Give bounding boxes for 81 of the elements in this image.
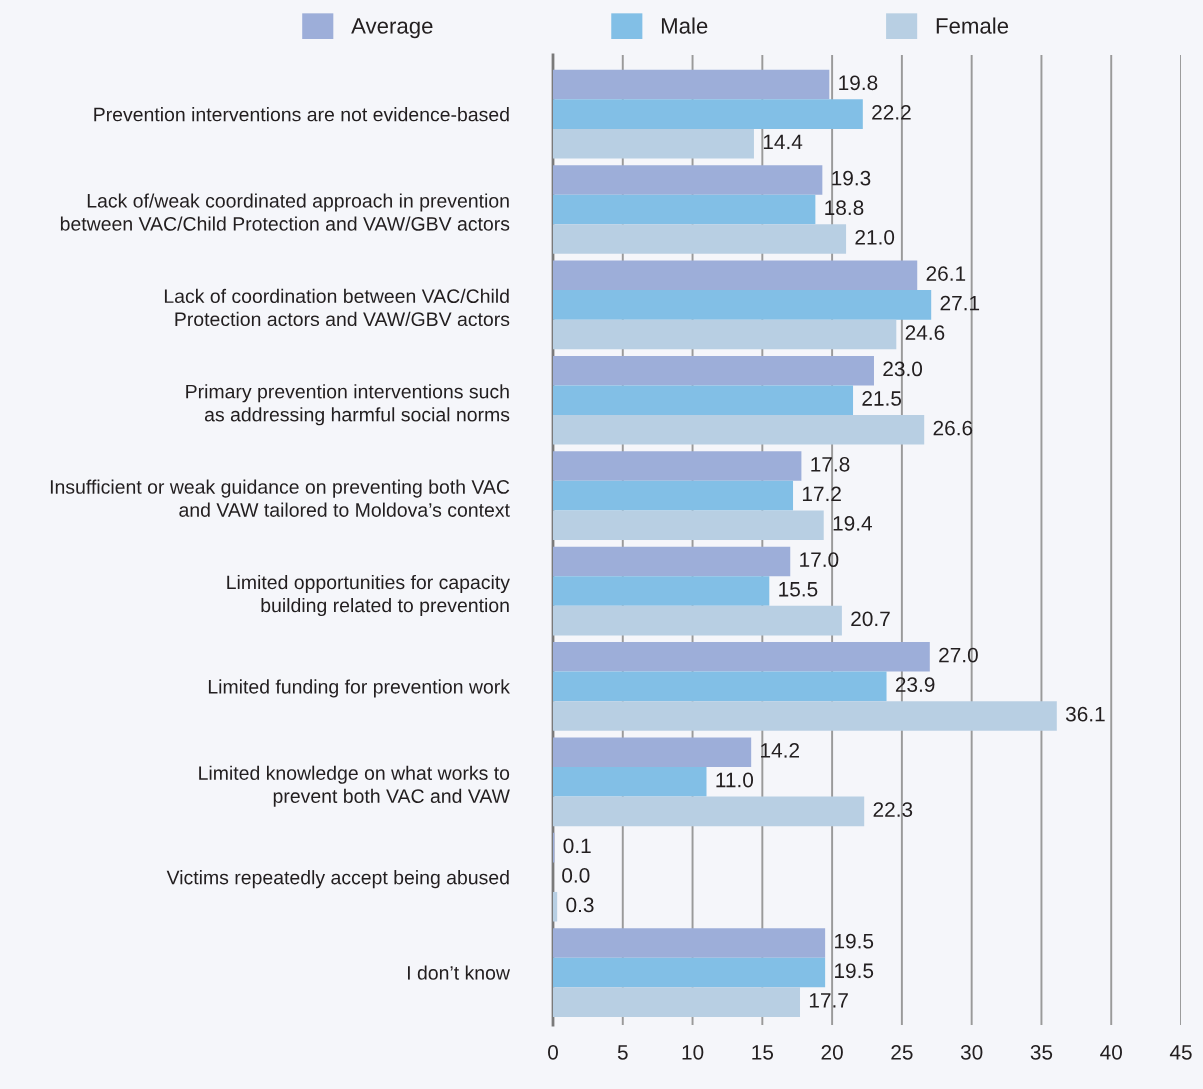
- data-label: 22.2: [872, 104, 911, 120]
- data-label: 20.7: [851, 611, 890, 627]
- bar: [553, 165, 823, 195]
- data-label: 26.1: [926, 266, 966, 281]
- x-tick-label: 25: [891, 1044, 913, 1060]
- y-tick-label: I don’t know: [407, 965, 510, 980]
- bar: [553, 642, 930, 672]
- data-label: 14.4: [763, 134, 803, 150]
- bar: [553, 451, 802, 481]
- data-label: 24.6: [905, 325, 945, 341]
- data-label: 17.8: [811, 456, 850, 472]
- data-label: 23.0: [883, 361, 923, 377]
- legend-label: Female: [936, 17, 1009, 34]
- data-label: 23.9: [895, 677, 935, 692]
- bar: [553, 99, 863, 129]
- data-label: 17.0: [800, 552, 839, 568]
- bar: [553, 701, 1057, 731]
- bar: [553, 928, 826, 958]
- data-label: 22.3: [873, 802, 913, 817]
- data-label: 21.5: [862, 391, 902, 406]
- y-tick-label: Lack of coordination between VAC/Child Protection actors and VAW/GBV actors: [164, 288, 510, 327]
- bar: [553, 260, 918, 291]
- bar: [553, 576, 770, 606]
- bar: [553, 957, 826, 988]
- bar: [553, 128, 754, 159]
- bar: [553, 319, 897, 350]
- bar: [553, 385, 854, 416]
- bar: [553, 891, 558, 922]
- bar: [553, 737, 752, 767]
- legend-label: Male: [661, 17, 708, 34]
- bar: [553, 224, 847, 254]
- y-tick-label: Limited knowledge on what works to prevent both VAC and VAW: [199, 765, 510, 807]
- data-label: 19.5: [835, 933, 874, 949]
- y-tick-label: Lack of/weak coordinated approach in prevention between VAC/Child Protection and VAW/GBV actors: [60, 193, 510, 231]
- x-tick-label: 45: [1169, 1045, 1192, 1060]
- x-tick-label: 0: [548, 1044, 558, 1060]
- y-tick-label: Insufficient or weak guidance on preventing both VAC and VAW tailored to Moldova’s context: [50, 479, 510, 517]
- bar: [553, 987, 801, 1017]
- y-tick-label: Limited opportunities for capacity building related to prevention: [227, 574, 510, 617]
- y-tick-label: Limited funding for prevention work: [208, 679, 510, 698]
- x-tick-label: 30: [960, 1044, 983, 1060]
- y-tick-label: Victims repeatedly accept being abused: [166, 870, 509, 889]
- bar: [553, 796, 865, 827]
- data-label: 15.5: [779, 582, 818, 597]
- data-label: 19.3: [832, 170, 871, 186]
- bar: [553, 767, 707, 797]
- bar: [553, 355, 874, 386]
- x-tick-label: 20: [821, 1044, 843, 1060]
- data-label: 19.4: [833, 516, 873, 531]
- data-label: 14.2: [761, 743, 799, 758]
- data-label: 0.3: [566, 897, 594, 913]
- bar: [553, 290, 932, 320]
- bar: [553, 69, 830, 100]
- bar: [553, 415, 925, 445]
- legend-label: Average: [351, 18, 433, 39]
- x-tick-label: 35: [1030, 1044, 1053, 1060]
- data-label: 27.1: [940, 295, 980, 311]
- data-label: 36.1: [1065, 706, 1105, 722]
- data-label: 11.0: [716, 772, 754, 788]
- bar: [553, 671, 887, 702]
- bar: [553, 546, 791, 577]
- data-label: 0.1: [563, 838, 591, 854]
- data-label: 17.7: [809, 993, 848, 1008]
- x-tick-label: 10: [682, 1044, 704, 1060]
- bar: [553, 194, 816, 225]
- data-label: 27.0: [939, 647, 978, 663]
- bar: [553, 605, 842, 636]
- bar: [553, 480, 794, 511]
- data-label: 19.8: [839, 75, 878, 91]
- bar: [553, 510, 824, 540]
- data-label: 0.0: [562, 868, 590, 883]
- data-label: 18.8: [825, 200, 864, 216]
- x-tick-label: 5: [617, 1045, 628, 1060]
- data-label: 17.2: [802, 486, 841, 502]
- y-tick-label: Primary prevention interventions such as addressing harmful social norms: [186, 384, 510, 426]
- y-tick-label: Prevention interventions are not evidence-based: [94, 107, 509, 122]
- x-tick-label: 15: [752, 1045, 774, 1060]
- data-label: 19.5: [835, 963, 874, 979]
- data-label: 26.6: [933, 420, 973, 436]
- x-tick-label: 40: [1100, 1044, 1122, 1060]
- data-label: 21.0: [855, 229, 895, 245]
